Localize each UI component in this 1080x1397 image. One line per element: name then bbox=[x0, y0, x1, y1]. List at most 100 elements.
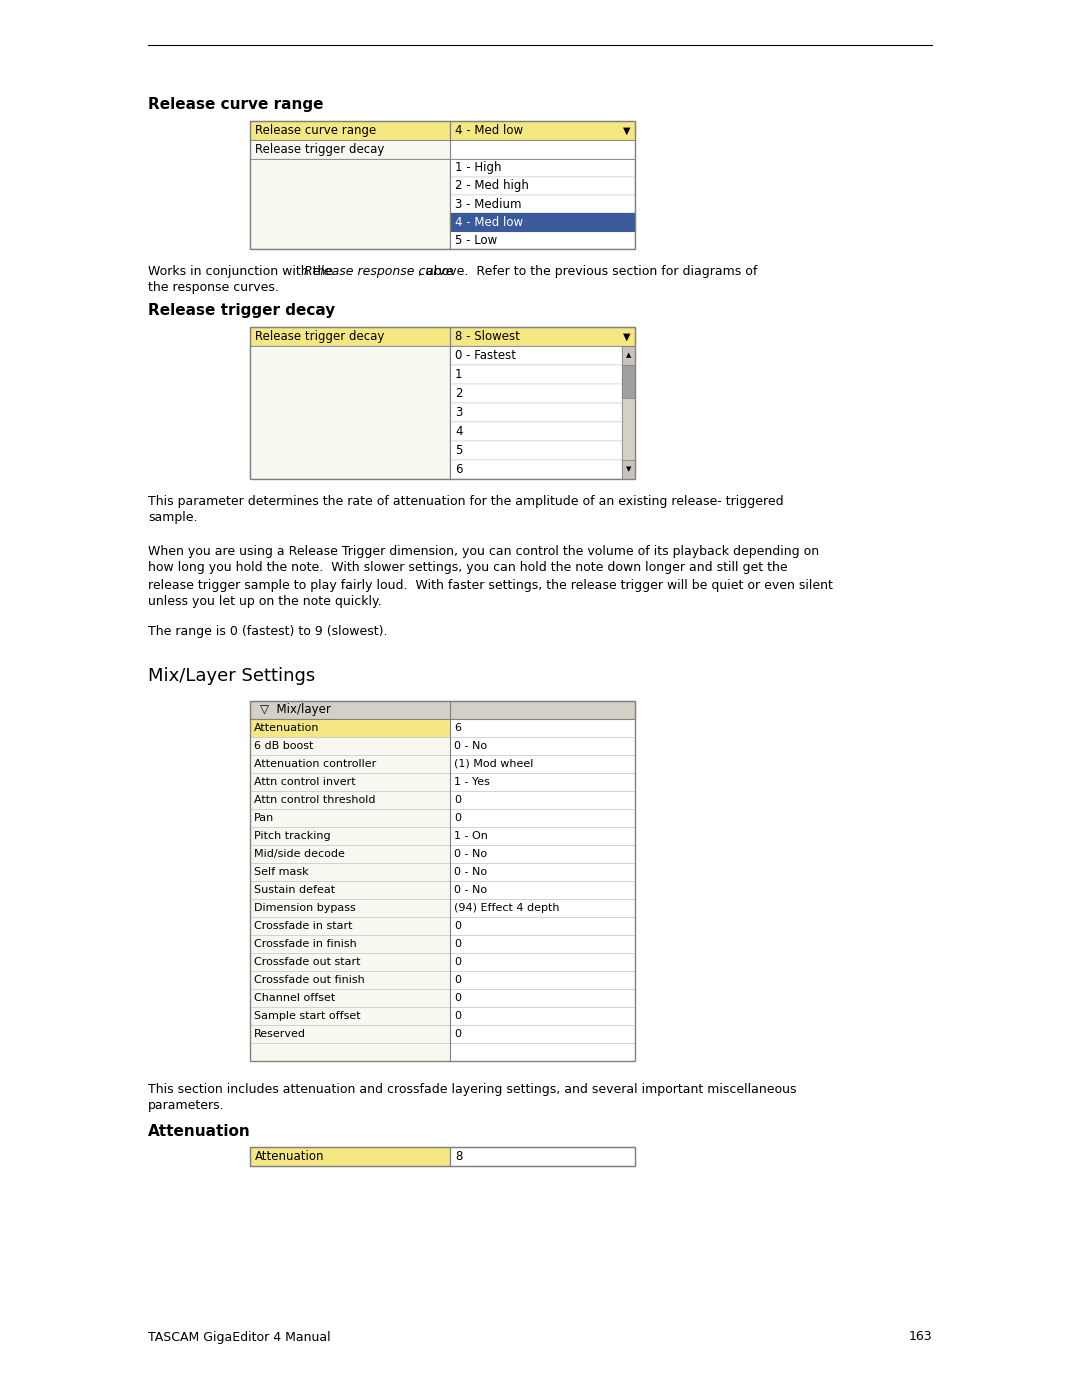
Text: 0 - No: 0 - No bbox=[454, 849, 487, 859]
Text: 6: 6 bbox=[455, 462, 462, 476]
Bar bbox=[450, 953, 635, 971]
Bar bbox=[450, 738, 635, 754]
Text: 0: 0 bbox=[454, 993, 461, 1003]
Bar bbox=[249, 809, 450, 827]
Bar bbox=[450, 845, 635, 863]
Bar bbox=[450, 441, 622, 460]
Bar bbox=[450, 460, 622, 479]
Bar bbox=[249, 1147, 635, 1166]
Text: Attenuation: Attenuation bbox=[148, 1123, 251, 1139]
Text: ▼: ▼ bbox=[623, 126, 631, 136]
Bar bbox=[450, 402, 622, 422]
Bar bbox=[450, 346, 622, 365]
Bar bbox=[450, 809, 635, 827]
Bar bbox=[450, 1044, 635, 1060]
Text: (94) Effect 4 depth: (94) Effect 4 depth bbox=[454, 902, 559, 914]
Text: Dimension bypass: Dimension bypass bbox=[254, 902, 355, 914]
Bar bbox=[249, 971, 450, 989]
Bar bbox=[450, 900, 635, 916]
Text: 1: 1 bbox=[455, 367, 462, 381]
Text: 2: 2 bbox=[455, 387, 462, 400]
Text: The range is 0 (fastest) to 9 (slowest).: The range is 0 (fastest) to 9 (slowest). bbox=[148, 624, 388, 637]
Bar bbox=[249, 989, 450, 1007]
Text: Works in conjunction with the: Works in conjunction with the bbox=[148, 264, 337, 278]
Text: Reserved: Reserved bbox=[254, 1030, 306, 1039]
Bar bbox=[249, 159, 450, 249]
Bar bbox=[450, 882, 635, 900]
Text: the response curves.: the response curves. bbox=[148, 282, 279, 295]
Text: 8 - Slowest: 8 - Slowest bbox=[455, 330, 519, 344]
Bar bbox=[249, 900, 450, 916]
Text: 6 dB boost: 6 dB boost bbox=[254, 740, 313, 752]
Bar bbox=[450, 422, 622, 441]
Text: Release trigger decay: Release trigger decay bbox=[255, 142, 384, 156]
Text: Mid/side decode: Mid/side decode bbox=[254, 849, 345, 859]
Bar bbox=[450, 140, 635, 159]
Bar bbox=[249, 1025, 450, 1044]
Text: 0: 0 bbox=[454, 1030, 461, 1039]
Bar bbox=[249, 738, 450, 754]
Text: how long you hold the note.  With slower settings, you can hold the note down lo: how long you hold the note. With slower … bbox=[148, 562, 787, 574]
Bar bbox=[249, 916, 450, 935]
Bar bbox=[622, 346, 635, 479]
Bar bbox=[249, 327, 635, 479]
Text: 5: 5 bbox=[455, 444, 462, 457]
Bar bbox=[450, 971, 635, 989]
Bar bbox=[249, 701, 635, 719]
Text: Release response curve: Release response curve bbox=[303, 264, 454, 278]
Text: This parameter determines the rate of attenuation for the amplitude of an existi: This parameter determines the rate of at… bbox=[148, 495, 784, 507]
Text: ▽  Mix/layer: ▽ Mix/layer bbox=[260, 704, 330, 717]
Bar bbox=[450, 935, 635, 953]
Bar bbox=[450, 1147, 635, 1166]
Bar bbox=[622, 365, 635, 398]
Bar bbox=[249, 1044, 450, 1060]
Text: ▲: ▲ bbox=[625, 352, 631, 359]
Bar bbox=[450, 384, 622, 402]
Bar bbox=[450, 791, 635, 809]
Text: 4 - Med low: 4 - Med low bbox=[455, 124, 523, 137]
Bar bbox=[450, 177, 635, 196]
Text: 4 - Med low: 4 - Med low bbox=[455, 215, 523, 229]
Text: 0: 0 bbox=[454, 957, 461, 967]
Text: Attn control invert: Attn control invert bbox=[254, 777, 355, 787]
Text: Self mask: Self mask bbox=[254, 868, 309, 877]
Bar bbox=[249, 754, 450, 773]
Text: 3 - Medium: 3 - Medium bbox=[455, 197, 522, 211]
Text: 6: 6 bbox=[454, 724, 461, 733]
Bar bbox=[450, 916, 635, 935]
Bar bbox=[450, 212, 635, 231]
Bar bbox=[450, 365, 622, 384]
Text: 1 - High: 1 - High bbox=[455, 162, 501, 175]
Text: Pitch tracking: Pitch tracking bbox=[254, 831, 330, 841]
Text: Channel offset: Channel offset bbox=[254, 993, 335, 1003]
Text: 1 - Yes: 1 - Yes bbox=[454, 777, 490, 787]
Bar bbox=[450, 989, 635, 1007]
Text: 163: 163 bbox=[908, 1330, 932, 1344]
Text: 0: 0 bbox=[454, 795, 461, 805]
Text: Crossfade in start: Crossfade in start bbox=[254, 921, 352, 930]
Bar bbox=[450, 122, 635, 140]
Text: 1 - On: 1 - On bbox=[454, 831, 488, 841]
Text: ▼: ▼ bbox=[623, 331, 631, 341]
Text: Release trigger decay: Release trigger decay bbox=[255, 330, 384, 344]
Bar bbox=[450, 827, 635, 845]
Bar bbox=[249, 719, 450, 738]
Text: 3: 3 bbox=[455, 407, 462, 419]
Bar bbox=[249, 791, 450, 809]
Text: Attenuation controller: Attenuation controller bbox=[254, 759, 376, 768]
Bar bbox=[450, 159, 635, 177]
Bar bbox=[450, 1007, 635, 1025]
Bar bbox=[249, 845, 450, 863]
Bar bbox=[249, 122, 450, 140]
Text: 0 - No: 0 - No bbox=[454, 886, 487, 895]
Text: 5 - Low: 5 - Low bbox=[455, 233, 497, 246]
Text: (1) Mod wheel: (1) Mod wheel bbox=[454, 759, 534, 768]
Bar bbox=[249, 1147, 450, 1166]
Text: 0: 0 bbox=[454, 975, 461, 985]
Bar bbox=[450, 196, 635, 212]
Bar bbox=[249, 827, 450, 845]
Text: 0: 0 bbox=[454, 813, 461, 823]
Bar bbox=[249, 882, 450, 900]
Bar bbox=[249, 122, 635, 249]
Text: 0: 0 bbox=[454, 939, 461, 949]
